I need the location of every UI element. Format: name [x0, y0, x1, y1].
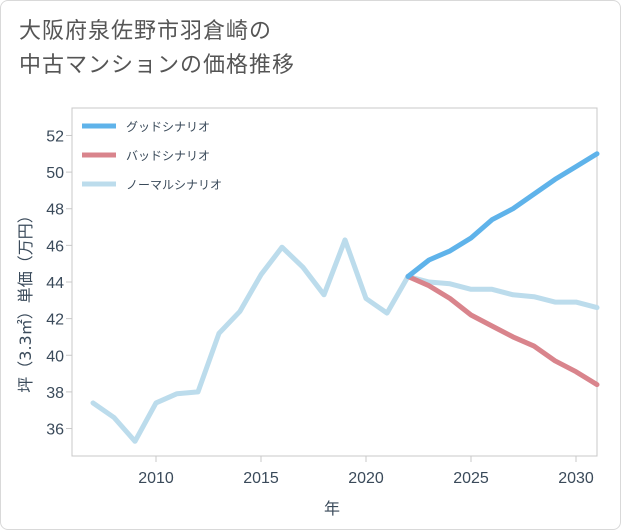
y-tick-label-42: 42 [46, 312, 64, 329]
y-tick-label-46: 46 [46, 238, 64, 255]
series-line-good [405, 151, 600, 279]
series-line-bad [405, 274, 600, 388]
series-line-normal [90, 237, 600, 444]
legend-label-good: グッドシナリオ [126, 120, 210, 134]
x-axis-label: 年 [324, 499, 340, 518]
legend-label-bad: バッドシナリオ [126, 149, 210, 163]
axes: 2010 2015 2020 2025 2030 36 38 40 42 44 46 48 50 52 [46, 128, 594, 487]
y-tick-label-44: 44 [46, 275, 64, 292]
y-tick-label-40: 40 [46, 348, 64, 365]
x-tick-label-2025: 2025 [453, 470, 489, 487]
series-lines [90, 151, 600, 444]
chart-title-line-2: 中古マンションの価格推移 [19, 53, 296, 78]
x-tick-label-2010: 2010 [138, 470, 174, 487]
x-tick-label-2020: 2020 [348, 470, 384, 487]
y-axis-label: 坪（3.3㎡）単価（万円） [16, 207, 35, 392]
chart-title-line-1: 大阪府泉佐野市羽倉崎の [19, 19, 273, 44]
x-tick-label-2015: 2015 [243, 470, 279, 487]
y-tick-label-50: 50 [46, 165, 64, 182]
plot-area [71, 107, 598, 457]
x-tick-label-2030: 2030 [558, 470, 594, 487]
chart-title: 大阪府泉佐野市羽倉崎の 中古マンションの価格推移 [19, 15, 579, 83]
y-tick-label-52: 52 [46, 128, 64, 145]
y-tick-label-36: 36 [46, 422, 64, 439]
legend-label-normal: ノーマルシナリオ [126, 178, 222, 192]
y-tick-label-38: 38 [46, 385, 64, 402]
y-tick-label-48: 48 [46, 202, 64, 219]
